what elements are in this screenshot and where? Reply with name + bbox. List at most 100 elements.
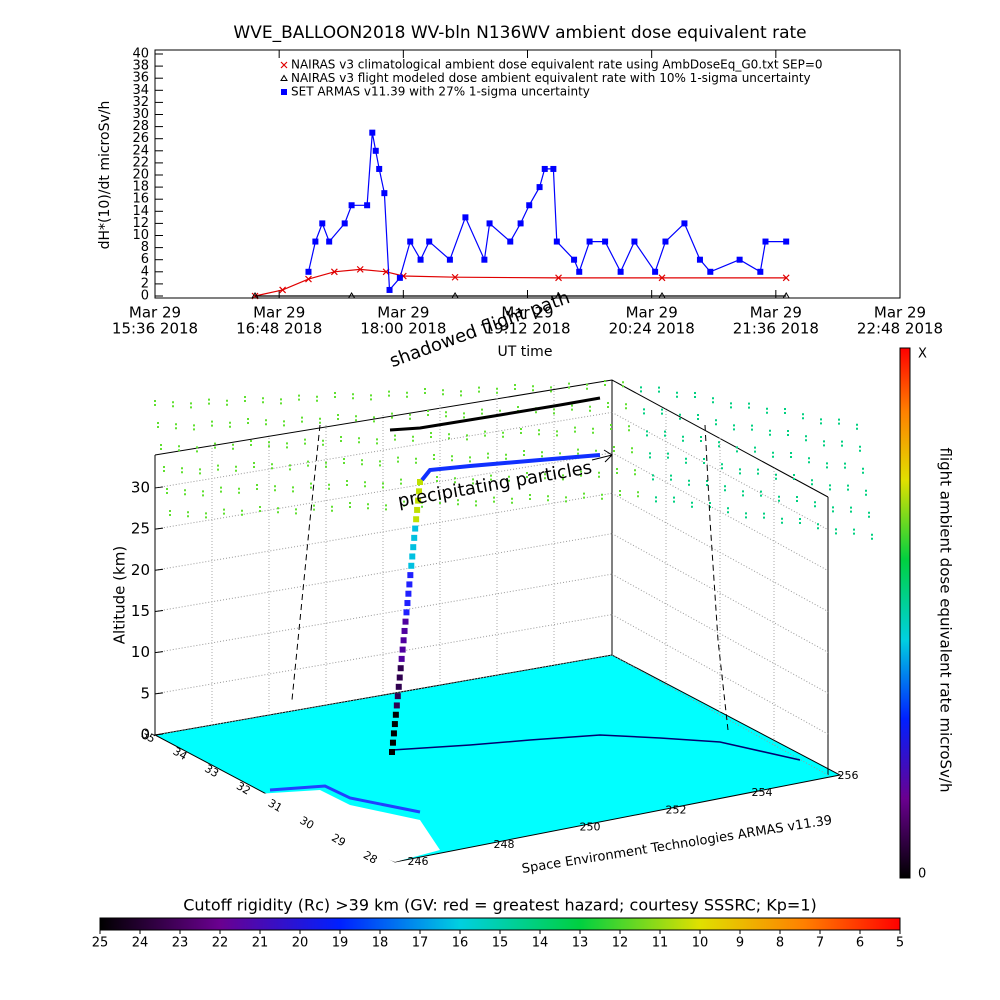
z-axis-label: Altitude (km) xyxy=(111,546,129,644)
ascent-point xyxy=(404,600,411,607)
colorbar-tick-label: 24 xyxy=(132,936,149,951)
x-tick-label: Mar 29 xyxy=(874,304,926,322)
data-point xyxy=(348,202,355,209)
data-point xyxy=(407,238,414,245)
grid-line xyxy=(611,411,829,531)
y-tick-label: 36 xyxy=(132,71,149,86)
legend-label: NAIRAS v3 climatological ambient dose eq… xyxy=(291,58,823,72)
data-point xyxy=(386,286,393,293)
data-point xyxy=(553,238,560,245)
y-tick-label: 38 xyxy=(132,59,149,74)
lat-tick-label: 28 xyxy=(361,848,380,866)
z-tick xyxy=(154,609,164,612)
x-tick-label: 21:36 2018 xyxy=(733,320,819,338)
x-tick-label: Mar 29 xyxy=(626,304,678,322)
lat-tick-label: 35 xyxy=(139,727,158,745)
ascent-point xyxy=(389,739,396,746)
float-path xyxy=(420,453,601,482)
lon-tick-label: 254 xyxy=(752,786,773,799)
ascent-point xyxy=(393,702,400,709)
legend-label: SET ARMAS v11.39 with 27% 1-sigma uncert… xyxy=(291,85,590,99)
x-tick-label: 16:48 2018 xyxy=(236,320,322,338)
rigidity-colorbar xyxy=(99,917,901,931)
colorbar-tick-label: 5 xyxy=(896,936,904,951)
z-tick-label: 30 xyxy=(131,478,150,496)
x-tick-label: Mar 29 xyxy=(750,304,802,322)
data-point xyxy=(617,268,624,275)
data-point xyxy=(330,268,338,276)
grid-line xyxy=(611,452,829,572)
z-tick-label: 10 xyxy=(131,643,150,661)
data-point xyxy=(526,202,533,209)
series xyxy=(251,265,790,300)
lat-tick-label: 34 xyxy=(171,745,190,763)
y-tick-label: 4 xyxy=(141,264,149,279)
data-point xyxy=(707,268,714,275)
data-point xyxy=(372,147,379,154)
data-point xyxy=(658,292,666,299)
z-tick-label: 15 xyxy=(131,602,150,620)
colorbar-tick-label: 23 xyxy=(172,936,189,951)
data-point xyxy=(652,268,659,275)
x-tick-label: Mar 29 xyxy=(129,304,181,322)
ascent-point xyxy=(406,581,413,588)
lon-tick-label: 252 xyxy=(666,803,687,816)
colorbar-tick-label: 22 xyxy=(212,936,229,951)
z-tick xyxy=(154,651,164,654)
grid-line xyxy=(611,533,829,653)
colorbar-tick-label: 20 xyxy=(292,936,309,951)
lon-tick-label: 246 xyxy=(408,855,429,868)
data-point xyxy=(451,273,459,281)
ascent-point xyxy=(390,730,397,737)
y-tick-label: 12 xyxy=(132,216,149,231)
colorbar-tick-label: 18 xyxy=(372,936,389,951)
data-point xyxy=(631,238,638,245)
data-point xyxy=(319,220,326,227)
data-point xyxy=(451,292,459,299)
x-axis-label: UT time xyxy=(498,344,553,360)
annotation-arrow xyxy=(591,449,613,463)
data-point xyxy=(658,274,666,282)
z-tick xyxy=(154,486,164,489)
floor-gap xyxy=(240,790,440,862)
ascent-point xyxy=(411,534,418,541)
data-point xyxy=(507,238,514,245)
legend-marker xyxy=(280,74,288,81)
data-point xyxy=(757,268,764,275)
x-tick-label: 18:00 2018 xyxy=(360,320,446,338)
colorbar-bottom-label: 0 xyxy=(918,867,926,882)
colorbar-tick-label: 17 xyxy=(412,936,429,951)
data-point xyxy=(517,220,524,227)
y-tick-label: 24 xyxy=(132,143,149,158)
colorbar-label: flight ambient dose equivalent rate micr… xyxy=(937,448,955,793)
lon-tick-label: 248 xyxy=(494,838,515,851)
data-point xyxy=(312,238,319,245)
lat-tick-label: 32 xyxy=(234,779,253,797)
colorbar-tick-label: 15 xyxy=(492,936,509,951)
lat-tick-label: 31 xyxy=(266,797,285,815)
data-point xyxy=(381,190,388,197)
data-point xyxy=(481,256,488,263)
colorbar-top-label: X xyxy=(918,347,927,362)
colorbar-tick-label: 19 xyxy=(332,936,349,951)
ascent-point xyxy=(412,525,419,532)
legend-marker xyxy=(280,61,288,69)
y-tick-label: 22 xyxy=(132,155,149,170)
y-tick-label: 40 xyxy=(132,47,149,62)
lat-tick-label: 33 xyxy=(202,762,221,780)
series xyxy=(305,129,790,293)
y-tick-label: 14 xyxy=(132,204,149,219)
data-point xyxy=(783,238,790,245)
ascent-point xyxy=(414,506,421,513)
data-point xyxy=(326,238,333,245)
legend-label: NAIRAS v3 flight modeled dose ambient eq… xyxy=(291,71,811,85)
colorbar-tick-label: 16 xyxy=(452,936,469,951)
ascent-point xyxy=(410,544,417,551)
data-point xyxy=(762,238,769,245)
lat-tick-label: 29 xyxy=(329,831,348,849)
y-tick-label: 30 xyxy=(132,107,149,122)
ascent-point xyxy=(417,479,423,485)
data-point xyxy=(417,256,424,263)
z-tick xyxy=(154,733,164,736)
